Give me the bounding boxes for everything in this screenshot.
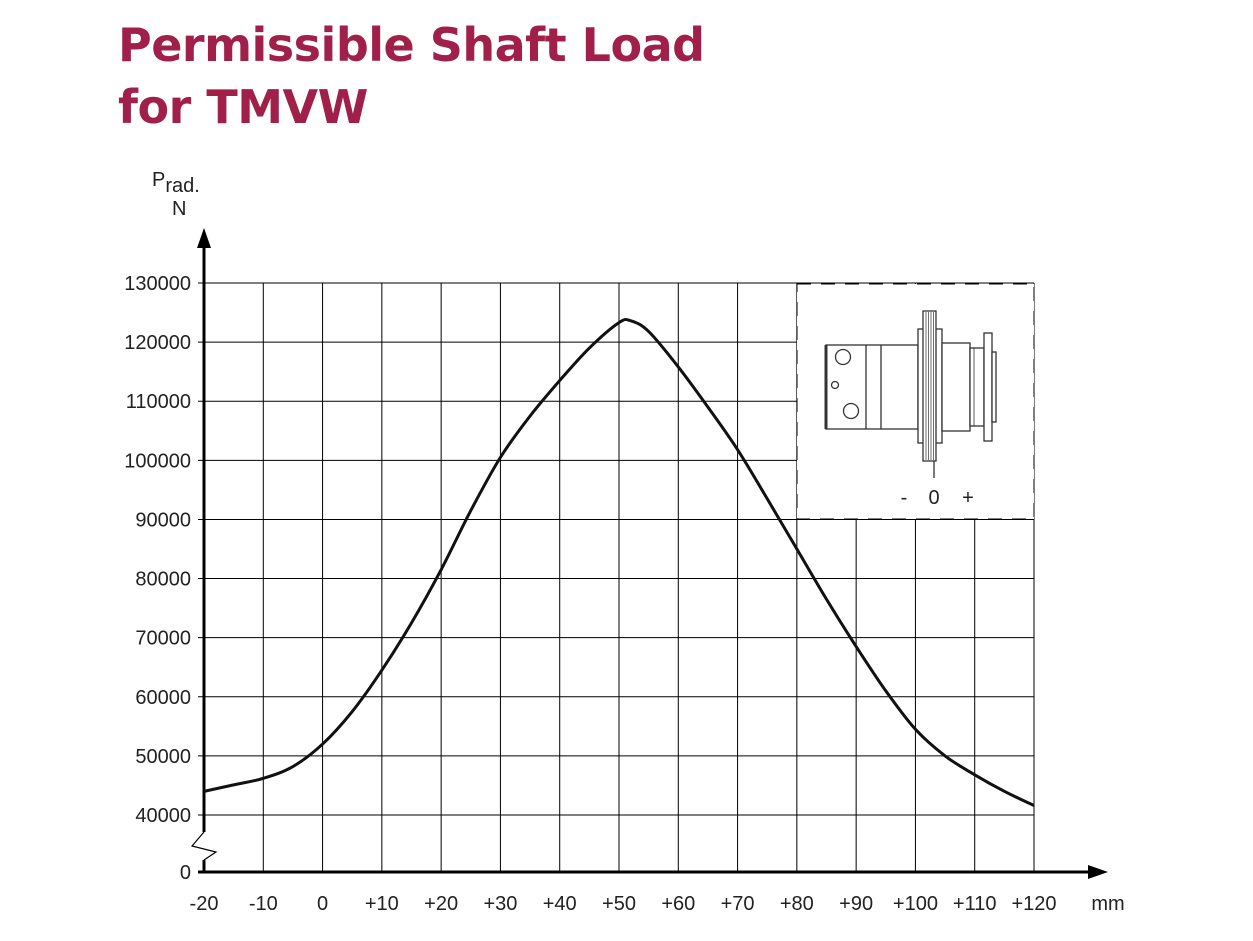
title-line-1: Permissible Shaft Load	[118, 18, 705, 72]
title-line-2: for TMVW	[118, 80, 368, 134]
y-tick-label: 80000	[135, 569, 191, 591]
chart-title: Permissible Shaft Load for TMVW	[118, 14, 705, 138]
x-tick-label: +120	[1011, 893, 1056, 915]
shaft-tip	[991, 351, 997, 423]
y-axis-break	[190, 831, 218, 861]
port-circle	[830, 380, 840, 390]
x-tick-label: +60	[661, 893, 695, 915]
shaft-housing	[941, 342, 971, 432]
x-tick-label: +20	[424, 893, 458, 915]
y-axis-label: Prad.	[152, 169, 200, 197]
x-tick-label: +10	[365, 893, 399, 915]
y-axis-arrow	[197, 228, 211, 248]
y-axis-label-sub: rad.	[165, 175, 199, 197]
y-axis-unit: N	[172, 198, 186, 220]
y-tick-label: 70000	[135, 628, 191, 650]
shaft-collar	[969, 347, 985, 427]
inset-label: 0	[928, 487, 939, 509]
x-tick-label: +90	[839, 893, 873, 915]
y-tick-label: 110000	[126, 391, 191, 413]
axis-labels: mm Prad.N	[152, 169, 1125, 915]
x-tick-label: -20	[190, 893, 219, 915]
y-tick-label: 50000	[135, 746, 191, 768]
y-tick-label: 60000	[135, 687, 191, 709]
y-tick-label: 120000	[124, 332, 191, 354]
flange-center	[922, 310, 937, 462]
output-flange	[983, 332, 993, 442]
y-tick-label: 130000	[124, 273, 191, 295]
y-tick-label: 100000	[124, 450, 191, 472]
y-tick-label: 90000	[135, 509, 191, 531]
x-axis-label: mm	[1091, 893, 1124, 915]
inset-label: +	[962, 487, 974, 509]
x-tick-label: +80	[780, 893, 814, 915]
port-circle	[834, 348, 852, 366]
x-tick-label: +70	[721, 893, 755, 915]
x-tick-label: +110	[953, 893, 997, 915]
x-tick-label: +40	[543, 893, 577, 915]
x-tick-label: +50	[602, 893, 636, 915]
motor-inset: -0 +	[796, 283, 1035, 520]
x-axis-arrow	[1088, 865, 1108, 879]
x-tick-label: +30	[483, 893, 517, 915]
axes	[190, 228, 1108, 879]
motor-icon	[824, 310, 997, 478]
y-axis-label-main: P	[152, 169, 165, 191]
motor-body	[825, 344, 919, 430]
series-line	[203, 317, 1035, 807]
x-tick-label: -10	[249, 893, 278, 915]
inset-label: -	[901, 487, 908, 509]
inset-dashed-border	[796, 283, 1035, 520]
x-tick-label: +100	[893, 893, 938, 915]
port-circle	[842, 402, 860, 420]
y-tick-label: 0	[180, 862, 191, 884]
tick-labels: 0 40000 50000 60000 70000 80000 90000 100000 110…	[124, 273, 1056, 915]
x-tick-label: 0	[317, 893, 328, 915]
series	[203, 317, 1035, 807]
y-tick-label: 40000	[135, 805, 191, 827]
